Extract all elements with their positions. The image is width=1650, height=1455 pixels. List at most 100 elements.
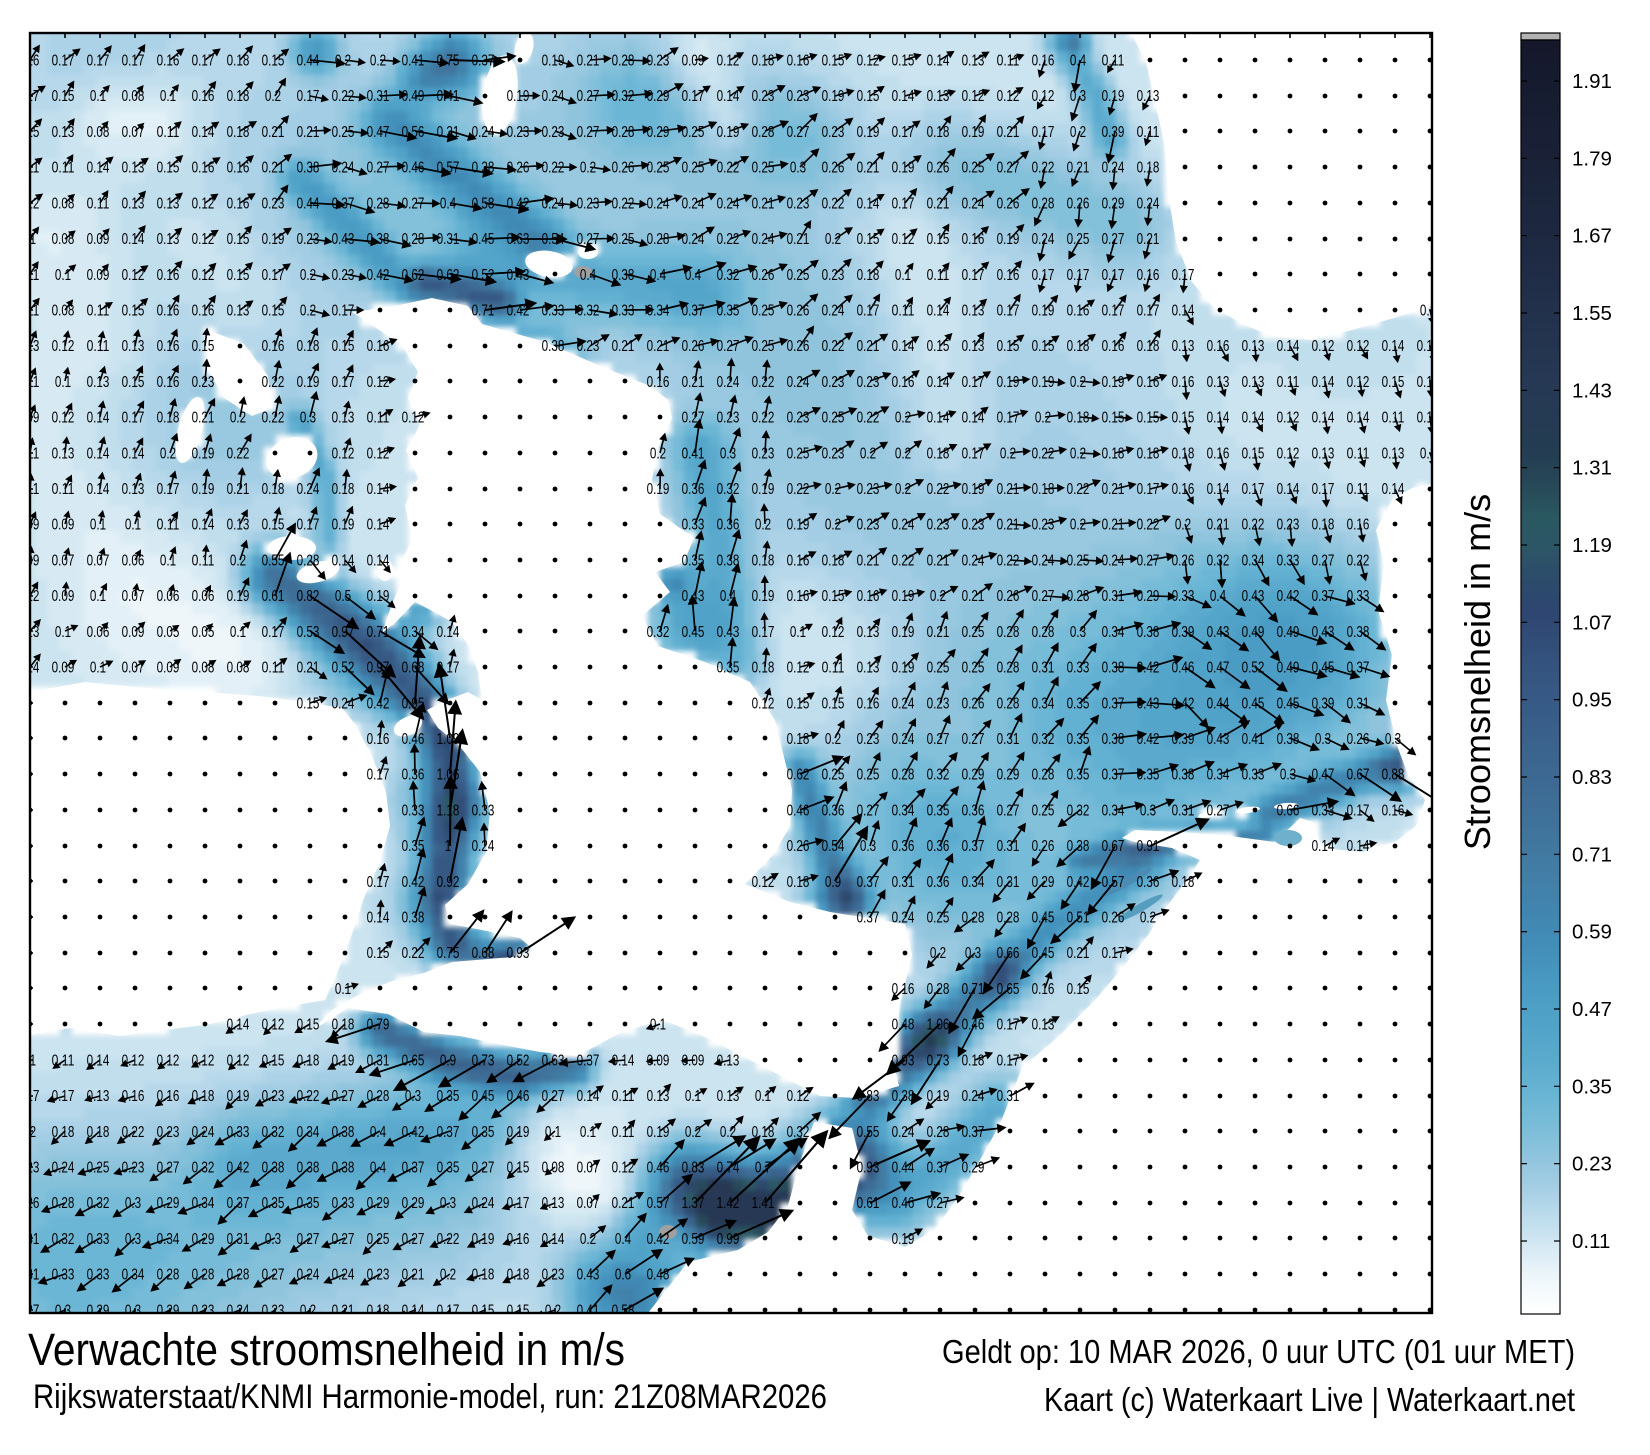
svg-text:0.25: 0.25	[752, 160, 775, 177]
svg-text:0.28: 0.28	[192, 1267, 215, 1284]
svg-text:0.33: 0.33	[402, 802, 425, 819]
svg-text:0.28: 0.28	[1032, 195, 1055, 212]
svg-text:0.19: 0.19	[227, 1088, 250, 1105]
svg-text:0.14: 0.14	[962, 410, 985, 427]
svg-text:0.23: 0.23	[927, 695, 950, 712]
svg-text:0.93: 0.93	[507, 945, 530, 962]
svg-text:0.15: 0.15	[857, 231, 880, 248]
svg-text:0.24: 0.24	[332, 695, 355, 712]
svg-text:0.1: 0.1	[125, 517, 141, 534]
svg-text:0.36: 0.36	[927, 874, 950, 891]
svg-text:0.32: 0.32	[1032, 731, 1055, 748]
svg-text:0.11: 0.11	[87, 303, 110, 320]
svg-text:0.46: 0.46	[962, 1017, 985, 1034]
svg-text:0.28: 0.28	[402, 231, 425, 248]
svg-text:0.33: 0.33	[87, 1231, 110, 1248]
svg-text:0.3: 0.3	[1070, 88, 1086, 105]
svg-text:0.44: 0.44	[297, 53, 320, 70]
svg-text:0.12: 0.12	[122, 267, 145, 284]
svg-text:0.28: 0.28	[612, 124, 635, 141]
svg-text:0.14: 0.14	[612, 1052, 635, 1069]
svg-text:0.23: 0.23	[577, 338, 600, 355]
svg-text:0.22: 0.22	[227, 445, 250, 462]
svg-text:0.18: 0.18	[1032, 481, 1055, 498]
svg-text:0.31: 0.31	[367, 1052, 390, 1069]
svg-text:0.11: 0.11	[612, 1124, 635, 1141]
svg-text:0.09: 0.09	[52, 588, 75, 605]
svg-text:0.23: 0.23	[542, 1267, 565, 1284]
svg-text:0.19: 0.19	[192, 445, 215, 462]
svg-text:1.41: 1.41	[752, 1195, 775, 1212]
svg-text:0.1: 0.1	[90, 517, 106, 534]
svg-text:0.26: 0.26	[997, 588, 1020, 605]
svg-text:0.21: 0.21	[857, 160, 880, 177]
svg-text:0.14: 0.14	[927, 374, 950, 391]
svg-text:0.22: 0.22	[752, 374, 775, 391]
svg-text:0.41: 0.41	[682, 445, 705, 462]
svg-text:0.27: 0.27	[297, 1231, 320, 1248]
svg-text:0.24: 0.24	[472, 124, 495, 141]
svg-text:0.23: 0.23	[822, 445, 845, 462]
svg-text:0.12: 0.12	[192, 1052, 215, 1069]
svg-text:0.17: 0.17	[1032, 267, 1055, 284]
svg-text:0.65: 0.65	[402, 1052, 425, 1069]
svg-text:0.35: 0.35	[1067, 731, 1090, 748]
svg-text:0.13: 0.13	[542, 1195, 565, 1212]
svg-text:0.17: 0.17	[507, 1195, 530, 1212]
svg-text:0.2: 0.2	[580, 160, 596, 177]
svg-text:0.23: 0.23	[962, 517, 985, 534]
svg-text:0.1: 0.1	[790, 624, 806, 641]
svg-text:0.23: 0.23	[192, 374, 215, 391]
svg-text:0.22: 0.22	[892, 552, 915, 569]
svg-text:0.2: 0.2	[160, 445, 176, 462]
svg-text:0.29: 0.29	[192, 1231, 215, 1248]
svg-text:0.06: 0.06	[157, 588, 180, 605]
svg-text:0.13: 0.13	[52, 124, 75, 141]
svg-text:0.49: 0.49	[402, 88, 425, 105]
svg-text:0.34: 0.34	[122, 1267, 145, 1284]
svg-text:0.18: 0.18	[752, 552, 775, 569]
svg-text:0.22: 0.22	[542, 160, 565, 177]
svg-text:1.09: 1.09	[437, 731, 460, 748]
svg-text:0.24: 0.24	[297, 1267, 320, 1284]
svg-text:0.27: 0.27	[402, 195, 425, 212]
svg-text:0.24: 0.24	[192, 1124, 215, 1141]
svg-text:0.11: 0.11	[892, 303, 915, 320]
svg-text:0.21: 0.21	[927, 195, 950, 212]
svg-text:0.34: 0.34	[192, 1195, 215, 1212]
svg-text:0.14: 0.14	[122, 231, 145, 248]
svg-text:0.25: 0.25	[682, 160, 705, 177]
svg-text:0.58: 0.58	[472, 195, 495, 212]
svg-text:0.31: 0.31	[997, 838, 1020, 855]
svg-text:0.57: 0.57	[437, 160, 460, 177]
svg-text:0.21: 0.21	[262, 124, 285, 141]
svg-text:0.95: 0.95	[402, 695, 425, 712]
svg-text:0.18: 0.18	[507, 1267, 530, 1284]
svg-text:0.16: 0.16	[367, 731, 390, 748]
svg-text:0.24: 0.24	[647, 195, 670, 212]
svg-text:0.9: 0.9	[825, 874, 841, 891]
svg-text:0.14: 0.14	[367, 552, 390, 569]
svg-text:0.27: 0.27	[402, 1231, 425, 1248]
svg-text:0.11: 0.11	[157, 517, 180, 534]
svg-text:0.99: 0.99	[717, 1231, 740, 1248]
svg-text:0.17: 0.17	[332, 374, 355, 391]
svg-text:0.24: 0.24	[1032, 231, 1055, 248]
svg-text:0.31: 0.31	[892, 874, 915, 891]
svg-text:0.19: 0.19	[892, 588, 915, 605]
svg-text:0.17: 0.17	[857, 303, 880, 320]
svg-text:0.22: 0.22	[297, 1088, 320, 1105]
svg-text:0.4: 0.4	[370, 1124, 386, 1141]
svg-text:0.16: 0.16	[227, 160, 250, 177]
svg-text:0.11: 0.11	[157, 124, 180, 141]
svg-text:0.13: 0.13	[157, 195, 180, 212]
svg-text:0.14: 0.14	[577, 1088, 600, 1105]
svg-text:0.5: 0.5	[335, 588, 351, 605]
svg-text:0.1: 0.1	[55, 374, 71, 391]
svg-text:0.25: 0.25	[927, 660, 950, 677]
svg-text:0.17: 0.17	[997, 410, 1020, 427]
svg-text:0.23: 0.23	[927, 517, 950, 534]
svg-text:0.44: 0.44	[297, 195, 320, 212]
svg-text:0.21: 0.21	[227, 481, 250, 498]
svg-text:0.12: 0.12	[717, 53, 740, 70]
